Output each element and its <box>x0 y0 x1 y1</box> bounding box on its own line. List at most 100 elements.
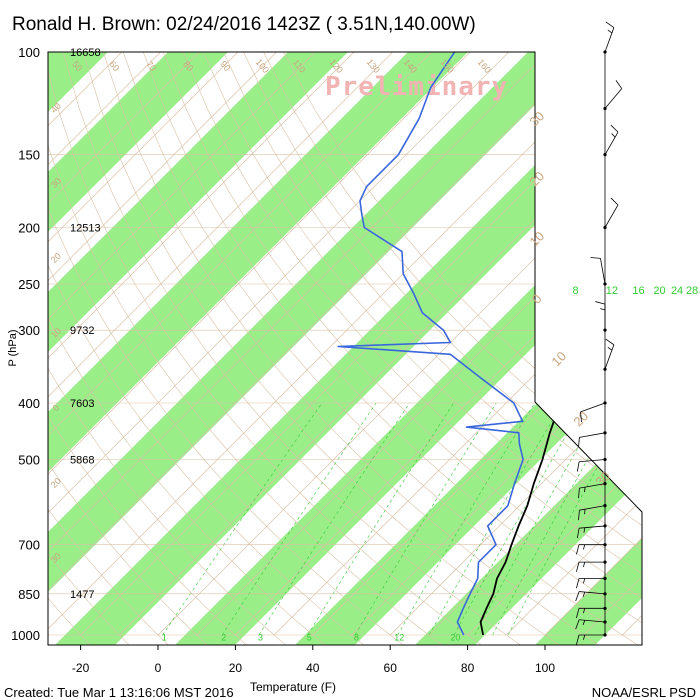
isotherm-line <box>48 52 200 636</box>
wind-barb <box>603 21 615 54</box>
isotherm-left-label: 0 <box>51 403 62 414</box>
isotherm-line <box>428 52 642 636</box>
barb-flag <box>575 619 580 630</box>
barb-staff <box>579 432 606 438</box>
barb-staff <box>579 525 606 529</box>
dry-adiabat <box>283 52 642 645</box>
y-tick-label: 200 <box>18 221 40 236</box>
isotherm-line <box>506 52 642 636</box>
dry-adiabat <box>102 52 603 645</box>
mixing-ratio-label: 20 <box>653 285 665 297</box>
isotherm-line <box>467 52 642 636</box>
wind-barb <box>595 301 607 332</box>
barb-half-flag <box>582 591 586 597</box>
wind-barb <box>578 504 607 521</box>
adiabat-band <box>48 52 640 645</box>
x-tick-label: -20 <box>72 661 90 675</box>
y-axis-label: P (hPa) <box>7 329 19 366</box>
y-tick-label: 700 <box>18 538 40 553</box>
barb-staff <box>600 258 606 285</box>
adiabat-label: 50 <box>70 59 84 73</box>
barb-flag <box>575 591 580 602</box>
dry-adiabat <box>223 52 642 645</box>
barb-flag <box>576 528 580 539</box>
dry-adiabat <box>48 52 446 645</box>
x-tick-label: 40 <box>306 661 320 675</box>
dry-adiabat <box>48 52 289 645</box>
barb-flag <box>578 510 580 521</box>
wind-barbs <box>575 21 623 645</box>
barb-flag <box>580 411 582 422</box>
dry-adiabat <box>62 52 524 645</box>
y-tick-label: 100 <box>18 45 40 60</box>
barb-flag <box>578 488 580 499</box>
barb-flag <box>610 197 619 206</box>
y-tick-label: 300 <box>18 323 40 338</box>
isotherm-line <box>235 52 642 636</box>
barb-half-flag <box>607 346 613 351</box>
wind-barb <box>576 543 607 555</box>
x-tick-label: 0 <box>155 661 162 675</box>
mixing-ratio-label: 8 <box>572 285 578 297</box>
mixing-ratio-label: 24 <box>671 285 683 297</box>
height-label: 5868 <box>70 454 94 466</box>
dry-adiabat <box>122 52 642 645</box>
barb-half-flag <box>582 620 586 626</box>
barb-station-dot <box>603 592 607 596</box>
barb-flag <box>576 578 580 589</box>
isotherm-side-label: 10 <box>526 228 547 249</box>
adiabat-label: 90 <box>218 59 232 73</box>
y-tick-label: 150 <box>18 148 40 163</box>
mixing-ratio-bottom-label: 12 <box>394 632 404 642</box>
adiabat-label: 80 <box>181 59 195 73</box>
mixing-ratio-bottom-label: 8 <box>354 632 359 642</box>
barb-station-dot <box>603 620 607 624</box>
barb-staff <box>580 402 606 413</box>
barb-staff <box>579 591 606 595</box>
wind-barb <box>578 482 607 499</box>
y-tick-label: 850 <box>18 587 40 602</box>
footer-source: NOAA/ESRL PSD <box>592 685 696 700</box>
adiabat-band <box>48 52 400 645</box>
wind-barb <box>576 560 607 572</box>
barb-staff <box>604 131 619 155</box>
barb-flag <box>576 461 580 472</box>
wind-barb <box>603 197 619 230</box>
barb-half-flag <box>583 562 586 568</box>
chart-title: Ronald H. Brown: 02/24/2016 1423Z ( 3.51… <box>12 14 476 35</box>
dry-adiabat <box>183 52 642 645</box>
barb-half-flag <box>583 544 586 550</box>
dry-adiabat <box>48 52 93 645</box>
barb-flag <box>576 544 580 555</box>
isotherm-line <box>48 52 626 636</box>
mixing-ratio-bottom-label: 3 <box>258 632 263 642</box>
barb-flag <box>605 338 615 346</box>
dry-adiabat <box>143 52 642 645</box>
mixing-ratio-label: 12 <box>606 285 618 297</box>
barb-half-flag <box>611 133 616 138</box>
height-label: 1477 <box>70 589 94 601</box>
isotherm-side-label: 30 <box>526 108 547 129</box>
y-tick-label: 250 <box>18 277 40 292</box>
barb-staff <box>579 459 606 463</box>
wind-barb <box>603 80 623 111</box>
x-tick-label: 100 <box>535 661 555 675</box>
dry-adiabat <box>48 52 132 645</box>
mixing-ratio-bottom-label: 20 <box>450 632 460 642</box>
wind-barb <box>576 633 607 645</box>
wind-barb <box>576 576 607 589</box>
isotherm-line <box>48 52 393 636</box>
barb-staff <box>604 88 623 109</box>
wind-barb <box>576 524 607 539</box>
x-tick-label: 60 <box>384 661 398 675</box>
mixing-ratio-label: 28 <box>686 285 698 297</box>
isotherm-line <box>351 52 642 636</box>
x-tick-label: 20 <box>229 661 243 675</box>
isotherm-line <box>48 52 355 636</box>
isotherm-line <box>48 52 510 636</box>
y-tick-label: 1000 <box>11 628 40 643</box>
isotherm-line <box>48 52 548 636</box>
wind-barb <box>576 606 607 619</box>
